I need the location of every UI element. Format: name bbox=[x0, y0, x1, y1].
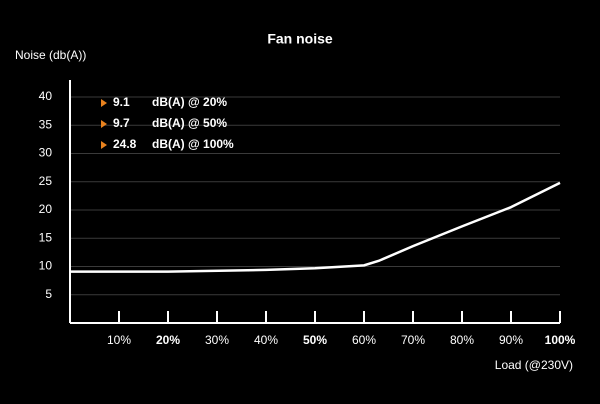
x-tick-label: 20% bbox=[156, 333, 180, 347]
annotation-text: dB(A) @ 20% bbox=[152, 95, 227, 109]
line-series bbox=[70, 181, 561, 273]
annotation-marker bbox=[101, 99, 107, 107]
x-axis-label: Load (@230V) bbox=[495, 358, 573, 372]
y-tick-label: 40 bbox=[39, 89, 53, 103]
y-tick-label: 10 bbox=[39, 259, 53, 273]
annotation-text: dB(A) @ 50% bbox=[152, 116, 227, 130]
y-axis-label: Noise (db(A)) bbox=[15, 48, 86, 62]
y-tick-label: 15 bbox=[39, 230, 53, 244]
y-tick-label: 30 bbox=[39, 146, 53, 160]
y-tick-label: 35 bbox=[39, 117, 53, 131]
chart-title: Fan noise bbox=[267, 31, 333, 47]
x-tick-label: 100% bbox=[545, 333, 576, 347]
x-tick-label: 40% bbox=[254, 333, 278, 347]
x-tick-label: 10% bbox=[107, 333, 131, 347]
annotation-value: 9.7 bbox=[113, 116, 130, 130]
annotation-text: dB(A) @ 100% bbox=[152, 137, 234, 151]
y-tick-label: 25 bbox=[39, 174, 53, 188]
annotation-value: 24.8 bbox=[113, 137, 137, 151]
x-tick-label: 90% bbox=[499, 333, 523, 347]
annotation-value: 9.1 bbox=[113, 95, 130, 109]
y-tick-label: 5 bbox=[45, 287, 52, 301]
x-tick-label: 60% bbox=[352, 333, 376, 347]
x-tick-label: 50% bbox=[303, 333, 327, 347]
y-tick-label: 20 bbox=[39, 202, 53, 216]
x-tick-label: 80% bbox=[450, 333, 474, 347]
annotation-marker bbox=[101, 120, 107, 128]
x-tick-label: 30% bbox=[205, 333, 229, 347]
annotation-marker bbox=[101, 141, 107, 149]
x-tick-label: 70% bbox=[401, 333, 425, 347]
